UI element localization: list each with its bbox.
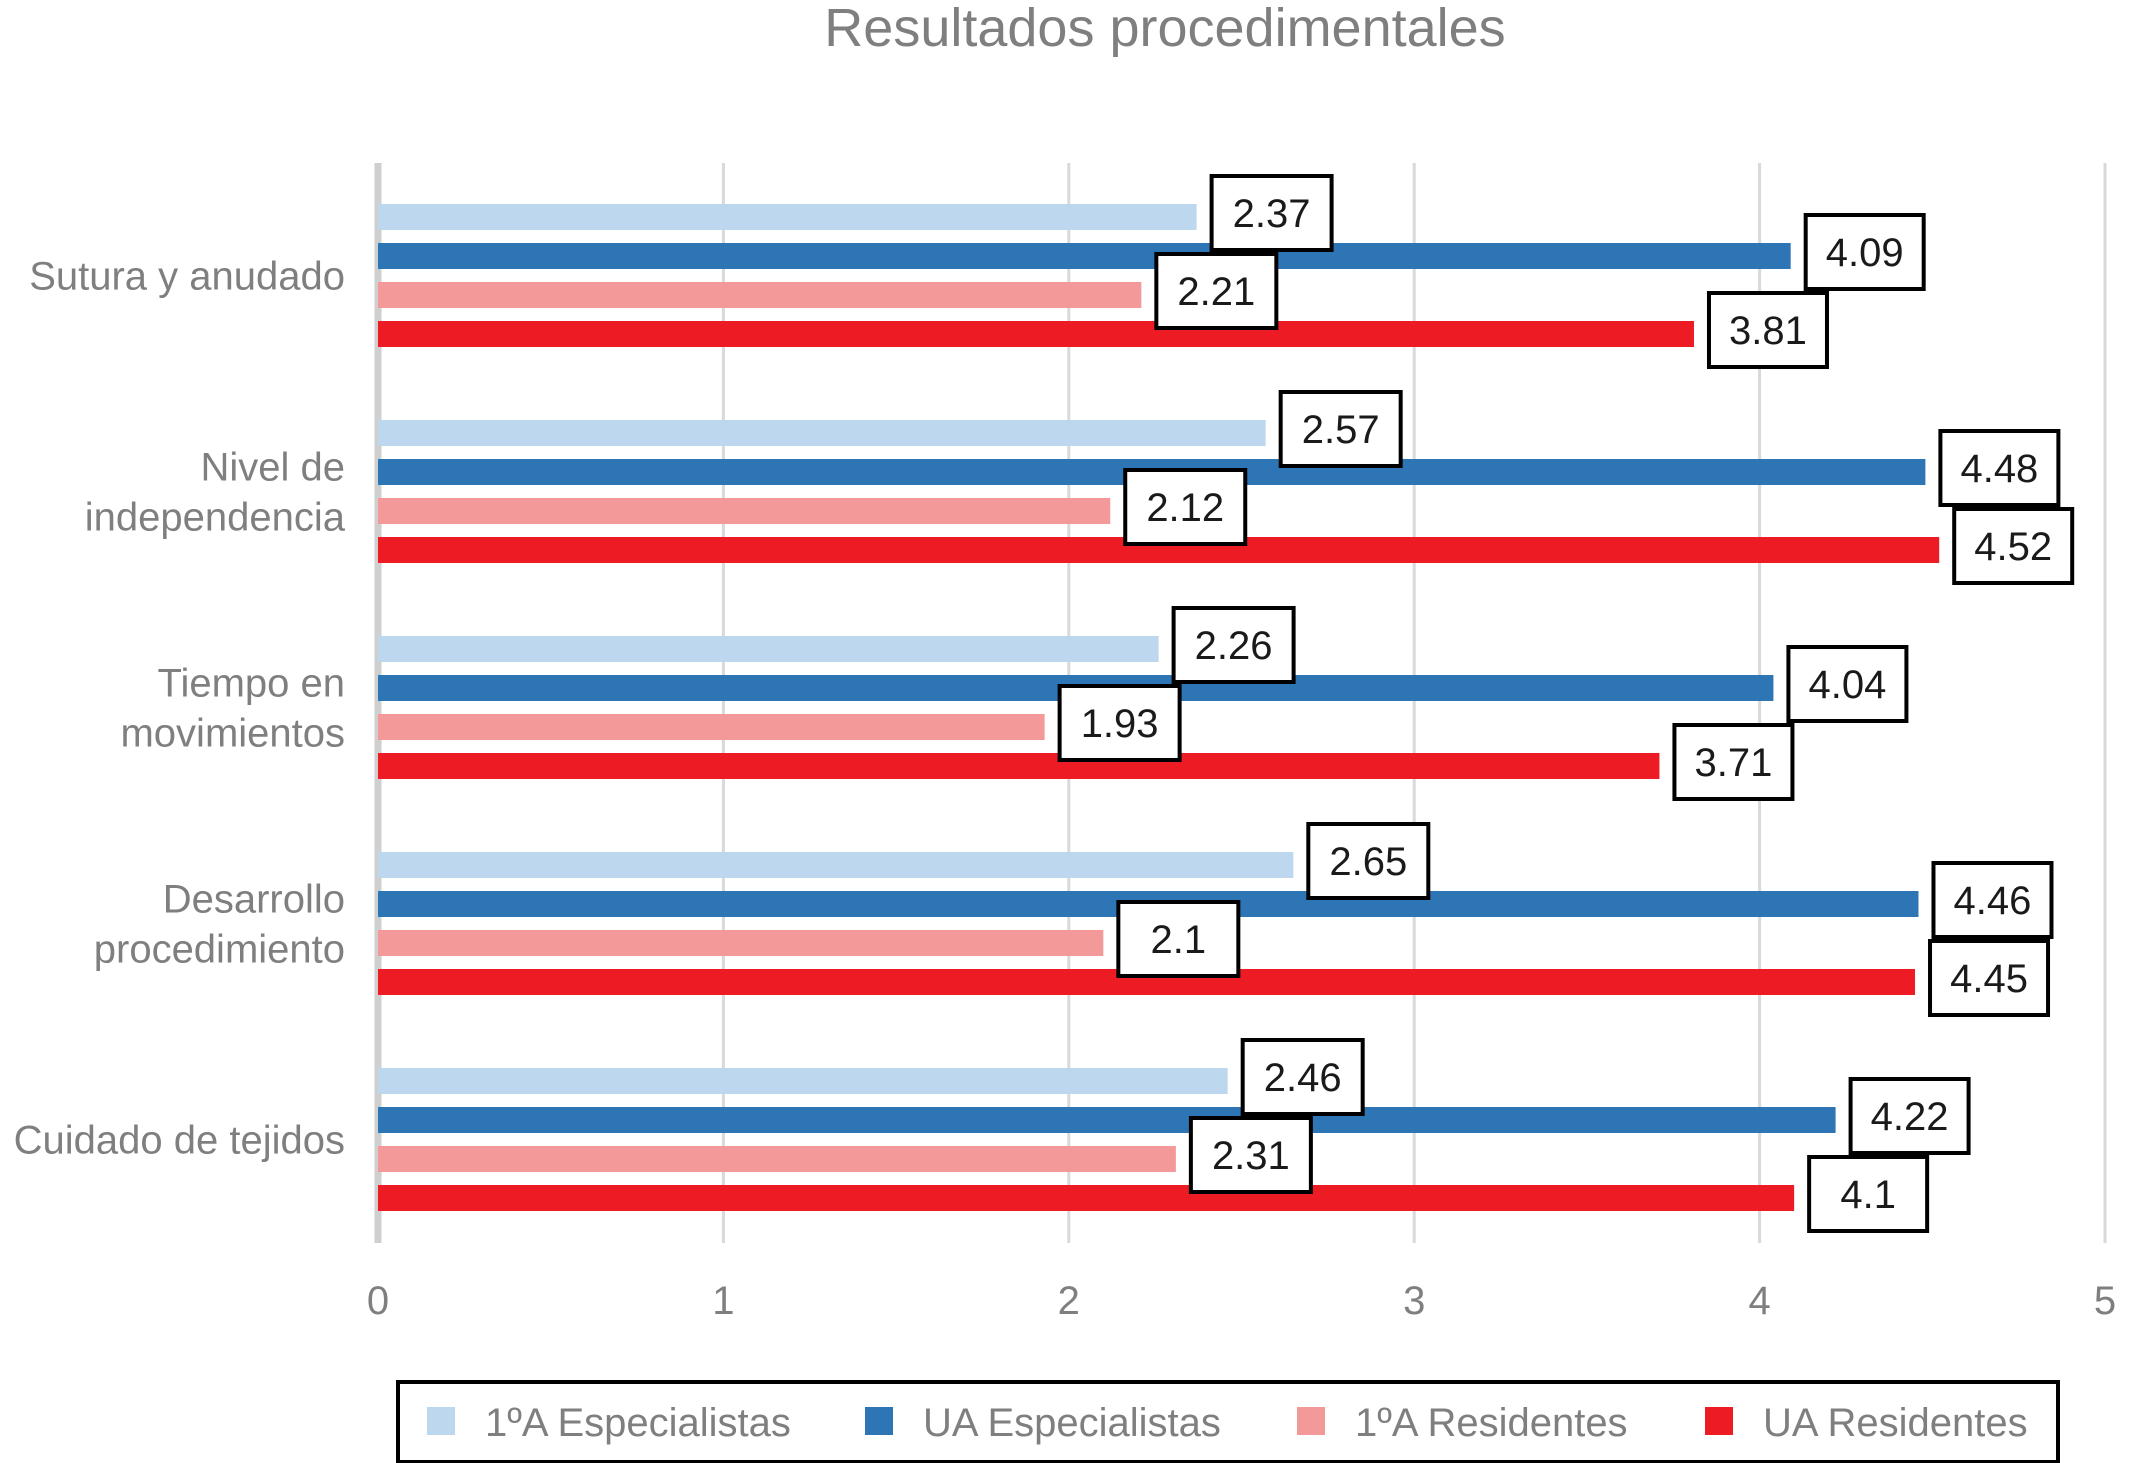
data-label: 4.1: [1840, 1173, 1896, 1217]
bar: [378, 753, 1660, 779]
data-label-box: [1848, 1077, 1971, 1155]
bar: [378, 852, 1294, 878]
data-label-box: [1240, 1038, 1365, 1116]
data-label-box: [1803, 213, 1926, 291]
x-tick-labels: 0 1 2 3 4 5: [367, 1279, 2116, 1323]
data-label-box: [1209, 174, 1334, 252]
x-tick-label: 5: [2094, 1279, 2116, 1323]
data-label: 4.52: [1974, 525, 2052, 569]
data-label-box: [1952, 507, 2075, 585]
data-label-box: [1672, 723, 1795, 801]
bar: [378, 1185, 1795, 1211]
data-label: 4.45: [1950, 957, 2028, 1001]
legend-swatch: [427, 1407, 455, 1435]
category-label: Sutura y anudado: [29, 255, 345, 299]
x-tick-label: 3: [1403, 1279, 1425, 1323]
bar: [378, 1146, 1176, 1172]
data-label-box: [1116, 900, 1241, 978]
category-label: independencia: [85, 496, 346, 540]
category-label: Tiempo en: [158, 662, 346, 706]
data-label-box: [1938, 429, 2061, 507]
legend-label: UA Residentes: [1763, 1401, 2028, 1445]
legend-label: 1ºA Residentes: [1355, 1401, 1628, 1445]
data-label-box: [1931, 861, 2054, 939]
x-tick-label: 2: [1058, 1279, 1080, 1323]
legend: 1ºA Especialistas UA Especialistas 1ºA Res…: [396, 1380, 2060, 1463]
data-label-box: [1706, 291, 1829, 369]
legend-box: [396, 1380, 2060, 1463]
bar: [378, 498, 1111, 524]
bar: [378, 282, 1142, 308]
legend-label: UA Especialistas: [923, 1401, 1221, 1445]
data-label-box: [1057, 684, 1182, 762]
data-label-box: [1278, 390, 1403, 468]
bar: [378, 420, 1266, 446]
bar: [378, 714, 1045, 740]
data-label: 3.71: [1695, 741, 1773, 785]
category-label: procedimiento: [94, 928, 345, 972]
data-label-box: [1123, 468, 1248, 546]
data-label-box: [1188, 1116, 1313, 1194]
legend-swatch: [865, 1407, 893, 1435]
data-label: 2.31: [1212, 1134, 1290, 1178]
category-label: Cuidado de tejidos: [14, 1119, 345, 1163]
data-label-box: [1786, 645, 1909, 723]
data-label: 4.48: [1960, 447, 2038, 491]
bar: [378, 930, 1104, 956]
bar: [378, 243, 1791, 269]
data-label-box: [1807, 1155, 1930, 1233]
data-label: 4.22: [1871, 1095, 1949, 1139]
category-label: Nivel de: [200, 446, 345, 490]
data-label: 2.26: [1195, 624, 1273, 668]
bar: [378, 204, 1197, 230]
data-label-box: [1928, 939, 2051, 1017]
category-labels: Sutura y anudado Nivel de independencia Tie…: [14, 255, 346, 1163]
legend-swatch: [1297, 1407, 1325, 1435]
category-label: Desarrollo: [163, 878, 345, 922]
data-label: 2.57: [1302, 408, 1380, 452]
data-label: 4.04: [1808, 663, 1886, 707]
data-label: 4.46: [1954, 879, 2032, 923]
bar: [378, 636, 1159, 662]
data-label-box: [1154, 252, 1279, 330]
x-tick-label: 4: [1748, 1279, 1770, 1323]
category-label: movimientos: [120, 712, 345, 756]
x-tick-label: 0: [367, 1279, 389, 1323]
data-label: 2.21: [1177, 270, 1255, 314]
chart-title: Resultados procedimentales: [824, 0, 1505, 58]
bar: [378, 1068, 1228, 1094]
data-labels: 2.37 4.09 2.21 3.81 2.57 4.48 2.12 4.52 2.26 4.04…: [1057, 174, 2075, 1233]
bar: [378, 1107, 1836, 1133]
data-label: 2.46: [1264, 1056, 1342, 1100]
data-label: 2.65: [1329, 840, 1407, 884]
x-tick-label: 1: [712, 1279, 734, 1323]
data-label: 1.93: [1081, 702, 1159, 746]
data-label: 2.12: [1146, 486, 1224, 530]
data-label: 2.1: [1151, 918, 1207, 962]
bar: [378, 321, 1694, 347]
data-label: 4.09: [1826, 231, 1904, 275]
data-label: 3.81: [1729, 309, 1807, 353]
legend-swatch: [1705, 1407, 1733, 1435]
data-label-box: [1306, 822, 1431, 900]
legend-label: 1ºA Especialistas: [485, 1401, 791, 1445]
data-label: 2.37: [1233, 192, 1311, 236]
data-label-box: [1171, 606, 1296, 684]
